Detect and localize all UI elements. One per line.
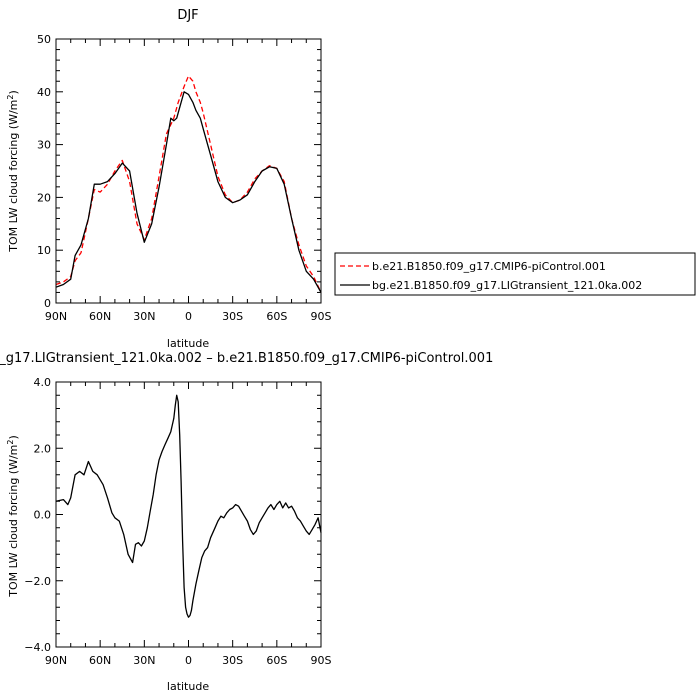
x-tick-label-bottom: 60S xyxy=(266,654,287,667)
legend: b.e21.B1850.f09_g17.CMIP6-piControl.001 … xyxy=(334,252,696,296)
series-line-top-1 xyxy=(55,75,322,293)
series-line-top-2 xyxy=(55,91,322,293)
x-tick-label-top: 60N xyxy=(89,310,111,323)
panel-top-ticks: 90N 60N 30N 0 30S 60S 90S 0 10 20 30 40 50 xyxy=(37,33,332,323)
panel-top-ylabel: TOM LW cloud forcing (W/m2) xyxy=(6,90,20,253)
x-tick-label-top: 90S xyxy=(311,310,332,323)
x-tick-label-bottom: 0 xyxy=(185,654,192,667)
panel-top-frame xyxy=(55,38,322,304)
y-tick-label-bottom: 2.0 xyxy=(34,442,52,455)
series-line-bottom-1 xyxy=(55,394,322,618)
panel-bottom: bg.e21.B1850.f09_g17.LIGtransient_121.0k… xyxy=(0,351,493,693)
legend-label-series-2: bg.e21.B1850.f09_g17.LIGtransient_121.0k… xyxy=(372,279,642,292)
x-tick-label-top: 0 xyxy=(185,310,192,323)
x-tick-label-top: 30S xyxy=(222,310,243,323)
panel-top-title: DJF xyxy=(177,8,198,23)
y-tick-label-bottom: 4.0 xyxy=(34,376,52,389)
y-tick-label-top: 30 xyxy=(37,139,51,152)
y-tick-label-bottom: 0.0 xyxy=(34,509,52,522)
y-tick-label-top: 0 xyxy=(44,297,51,310)
y-tick-label-top: 50 xyxy=(37,33,51,46)
y-tick-label-top: 20 xyxy=(37,191,51,204)
x-tick-label-bottom: 90N xyxy=(45,654,67,667)
panel-bottom-ticks: 90N 60N 30N 0 30S 60S 90S −4.0 −2.0 0.0 2.0 4.0 xyxy=(24,376,331,667)
x-tick-label-bottom: 30N xyxy=(133,654,155,667)
panel-top-series xyxy=(55,75,322,293)
y-tick-label-top: 40 xyxy=(37,86,51,99)
panel-bottom-ylabel: TOM LW cloud forcing (W/m2) xyxy=(6,435,20,598)
panel-bottom-title: bg.e21.B1850.f09_g17.LIGtransient_121.0k… xyxy=(0,351,493,366)
y-tick-label-top: 10 xyxy=(37,244,51,257)
panel-top: DJF TOM LW cloud forcing (W/m2) latitude… xyxy=(6,8,332,350)
x-tick-label-top: 30N xyxy=(133,310,155,323)
x-tick-label-bottom: 30S xyxy=(222,654,243,667)
y-tick-label-bottom: −4.0 xyxy=(24,641,51,654)
panel-bottom-xlabel: latitude xyxy=(167,680,209,693)
panel-bottom-frame xyxy=(55,381,322,648)
panel-bottom-series xyxy=(55,394,322,618)
x-tick-label-bottom: 90S xyxy=(311,654,332,667)
legend-box xyxy=(334,252,696,296)
y-tick-label-bottom: −2.0 xyxy=(24,575,51,588)
legend-label-series-1: b.e21.B1850.f09_g17.CMIP6-piControl.001 xyxy=(372,260,606,273)
x-tick-label-bottom: 60N xyxy=(89,654,111,667)
x-tick-label-top: 90N xyxy=(45,310,67,323)
x-tick-label-top: 60S xyxy=(266,310,287,323)
panel-top-xlabel: latitude xyxy=(167,337,209,350)
